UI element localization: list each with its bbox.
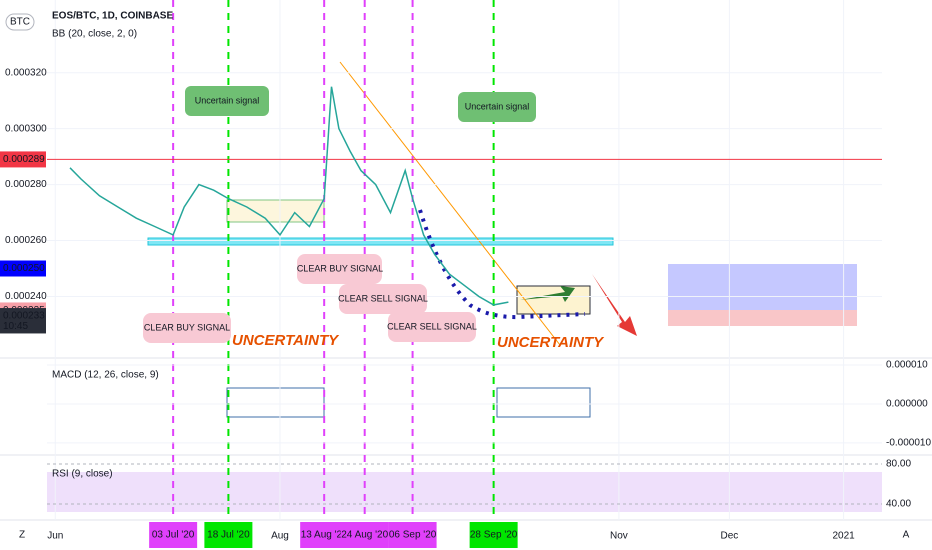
- target-box: [668, 264, 857, 310]
- callout: [458, 92, 536, 122]
- annotation: UNCERTAINTY: [232, 332, 340, 349]
- date-label-bg: [204, 522, 253, 548]
- y-tick-label: 0.000240: [5, 291, 47, 302]
- y-tick-label: 0.000320: [5, 67, 47, 78]
- y-tick-label: 0.000300: [5, 123, 47, 134]
- corner-label: A: [903, 530, 910, 541]
- x-tick-label: Dec: [720, 531, 738, 542]
- x-tick-label: Nov: [610, 531, 628, 542]
- annotation: Uncertain signal: [465, 101, 530, 111]
- callout: [143, 313, 231, 343]
- subtitle: BB (20, close, 2, 0): [52, 29, 137, 40]
- y-tick-label: 0.000280: [5, 179, 47, 190]
- range-box: [226, 199, 325, 223]
- annotation: CLEAR BUY SIGNAL: [144, 322, 230, 332]
- callout: [297, 254, 382, 284]
- date-label: 03 Jul '20: [152, 530, 195, 541]
- annotation: UNCERTAINTY: [497, 334, 605, 351]
- annotation: CLEAR SELL SIGNAL: [387, 321, 477, 331]
- y-tick-label: 0.000000: [886, 399, 928, 410]
- price-marker-label: 0.000289: [3, 154, 45, 165]
- date-label-bg: [149, 522, 198, 548]
- symbol: BTC: [10, 17, 30, 28]
- y-tick-label: 0.000010: [886, 360, 928, 371]
- symbol-badge[interactable]: [5, 13, 35, 31]
- countdown-bg: [0, 319, 46, 334]
- trend-line: [339, 61, 561, 346]
- callout: [388, 312, 476, 342]
- stop-box: [668, 310, 857, 326]
- date-label-bg: [340, 522, 389, 548]
- date-label: 24 Aug '20: [341, 530, 388, 541]
- annotation: Uncertain signal: [195, 95, 260, 105]
- macd-title: MACD (12, 26, close, 9): [52, 370, 159, 381]
- countdown: 10:45: [3, 321, 28, 332]
- price-marker-label: 0.000233: [3, 311, 45, 322]
- date-label-bg: [388, 522, 437, 548]
- callout: [185, 86, 269, 116]
- y-tick-label: -0.000010: [886, 438, 931, 449]
- callout: [339, 284, 427, 314]
- macd-box: [226, 387, 325, 418]
- range-box: [516, 285, 591, 315]
- annotation: CLEAR BUY SIGNAL: [297, 263, 383, 273]
- corner-label: Z: [19, 530, 25, 541]
- date-label: 28 Sep '20: [470, 530, 518, 541]
- date-label: 13 Aug '20: [301, 530, 348, 541]
- dotted-curve: [418, 209, 586, 320]
- date-label-bg: [469, 522, 518, 548]
- y-tick-label: 80.00: [886, 459, 911, 470]
- arrow: [592, 274, 637, 336]
- support-zone: [147, 237, 614, 246]
- chart-title: EOS/BTC, 1D, COINBASE: [52, 11, 173, 22]
- y-tick-label: 40.00: [886, 499, 911, 510]
- price-marker: [0, 260, 46, 277]
- price-marker-label: 0.000250: [3, 263, 45, 274]
- arrow: [520, 286, 575, 302]
- rsi-title: RSI (9, close): [52, 469, 113, 480]
- annotation: CLEAR SELL SIGNAL: [338, 293, 428, 303]
- date-label: 06 Sep '20: [389, 530, 437, 541]
- date-label: 18 Jul '20: [207, 530, 250, 541]
- date-label-bg: [300, 522, 349, 548]
- rsi-band: [47, 472, 882, 512]
- price-line: [69, 86, 509, 306]
- macd-box: [496, 387, 591, 418]
- y-tick-label: 0.000260: [5, 235, 47, 246]
- price-marker: [0, 151, 46, 168]
- x-tick-label: 2021: [832, 531, 855, 542]
- x-tick-label: Aug: [271, 531, 289, 542]
- x-tick-label: Jun: [47, 531, 63, 542]
